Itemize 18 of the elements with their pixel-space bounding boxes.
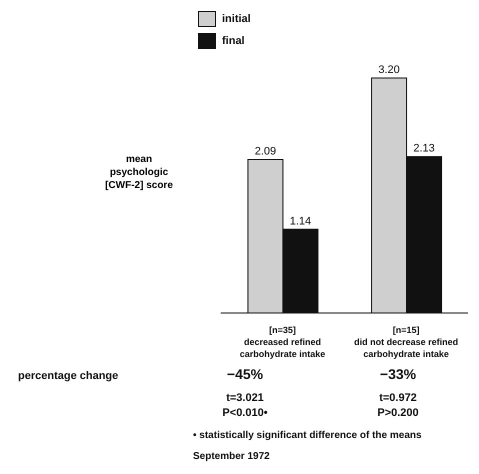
text: percentage change: [18, 370, 118, 382]
text: −33%: [380, 366, 416, 382]
legend-label: final: [221, 34, 246, 49]
data-label: 2.13: [413, 142, 435, 155]
legend-label: initial: [221, 12, 251, 27]
x-tick-label: [n=35] decreased refined carbohydrate intake: [240, 325, 326, 359]
text: P<0.010•: [222, 407, 268, 419]
data-label: 1.14: [290, 215, 312, 228]
y-axis-title: mean psychologic [CWF-2] score: [104, 153, 174, 192]
x-tick-label: [n=15] did not decrease refined carbohydrate intake: [354, 325, 458, 359]
text: P>0.200: [377, 407, 419, 419]
text: −45%: [226, 366, 264, 382]
text: September 1972: [193, 451, 270, 462]
text: • statistically significant difference of the means: [193, 430, 422, 441]
data-label: 3.20: [378, 64, 400, 76]
data-label: 2.09: [254, 146, 276, 158]
text: t=3.021: [226, 392, 264, 404]
text: t=0.972: [379, 392, 417, 404]
